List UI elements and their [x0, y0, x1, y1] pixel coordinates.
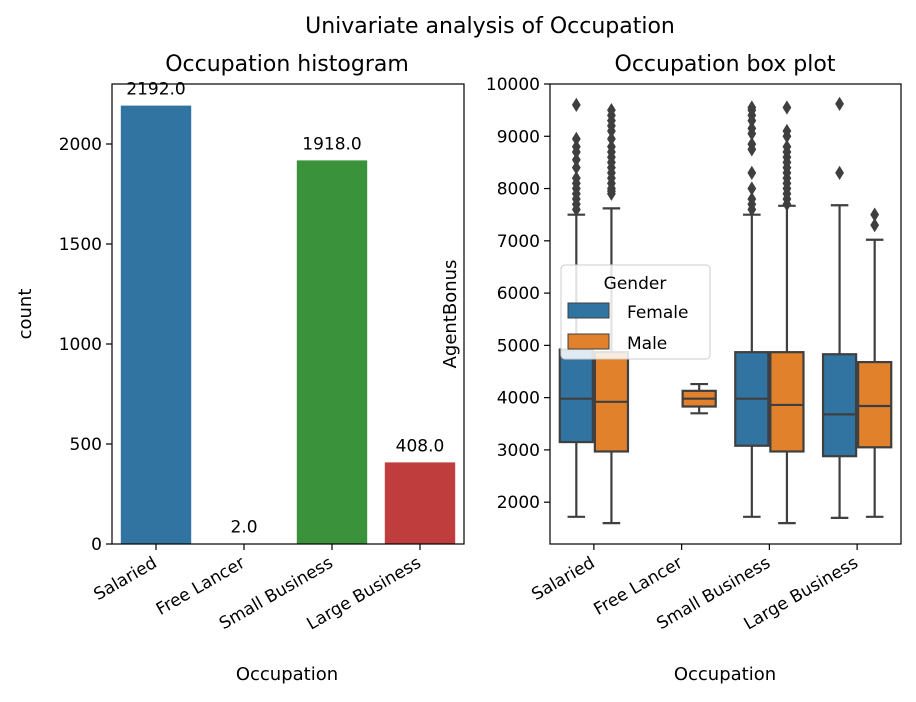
box-outlier — [747, 166, 756, 180]
box-y-tick-label: 7000 — [497, 232, 540, 252]
box-outlier — [835, 166, 844, 180]
box-male — [858, 208, 891, 517]
box-legend: Gender Female Male — [561, 265, 710, 359]
bar-y-tick-label: 1000 — [59, 335, 102, 355]
box-y-tick-label: 6000 — [497, 284, 540, 304]
bar — [297, 160, 367, 544]
box-y-axis-ticks: 2000 3000 4000 5000 6000 7000 8000 9000 10000 — [486, 75, 550, 513]
box-iqr — [823, 354, 856, 456]
legend-label-female: Female — [627, 303, 688, 323]
box-iqr — [770, 352, 803, 451]
bar-marks: 2192.0 2.0 1918.0 408.0 — [121, 80, 455, 544]
bar-y-axis-label: count — [15, 289, 36, 340]
box-y-tick-label: 3000 — [497, 441, 540, 461]
bar — [121, 106, 191, 544]
box-outlier — [783, 100, 792, 114]
box-x-axis-label: Occupation — [674, 664, 776, 685]
legend-swatch-female — [568, 303, 609, 318]
box-x-tick-label: Salaried — [528, 553, 598, 605]
bar-y-tick-label: 500 — [70, 435, 102, 455]
bar-data-label: 408.0 — [396, 436, 445, 456]
box-iqr — [560, 350, 593, 443]
box-y-tick-label: 5000 — [497, 336, 540, 356]
bar-chart-title: Occupation histogram — [165, 52, 409, 77]
bar-x-axis-label: Occupation — [236, 664, 338, 685]
box-chart-title: Occupation box plot — [615, 52, 836, 77]
box-outlier — [870, 208, 879, 222]
box-female — [823, 97, 856, 518]
box-y-tick-label: 4000 — [497, 389, 540, 409]
bar-x-tick-label: Salaried — [90, 553, 160, 605]
box-y-tick-label: 8000 — [497, 180, 540, 200]
bar-y-tick-label: 1500 — [59, 235, 102, 255]
box-outlier — [572, 98, 581, 112]
box-y-axis-label: AgentBonus — [440, 260, 461, 369]
figure-suptitle: Univariate analysis of Occupation — [305, 14, 675, 39]
bar-y-axis-ticks: 0 500 1000 1500 2000 — [59, 135, 112, 555]
box-y-tick-label: 2000 — [497, 493, 540, 513]
box-outlier — [747, 100, 756, 114]
box-outlier — [747, 181, 756, 195]
box-y-tick-label: 9000 — [497, 127, 540, 147]
box-y-tick-label: 10000 — [486, 75, 540, 95]
box-female — [735, 100, 768, 516]
box-iqr — [858, 362, 891, 447]
bar — [385, 462, 455, 544]
box-male — [770, 100, 803, 523]
bar-data-label: 2192.0 — [126, 80, 185, 100]
box-outlier — [835, 97, 844, 111]
box-outlier — [572, 132, 581, 146]
box-chart: Occupation box plot 2000 3000 4000 5000 6000… — [440, 52, 901, 685]
legend-swatch-male — [568, 334, 609, 349]
box-male — [683, 384, 716, 413]
bar-data-label: 1918.0 — [302, 134, 361, 154]
bar-y-tick-label: 0 — [91, 535, 102, 555]
bar-y-tick-label: 2000 — [59, 135, 102, 155]
bar-data-label: 2.0 — [230, 518, 257, 538]
legend-title: Gender — [604, 274, 667, 294]
legend-label-male: Male — [627, 334, 667, 354]
bar-chart: Occupation histogram 0 500 1000 1500 2000 21… — [15, 52, 464, 685]
